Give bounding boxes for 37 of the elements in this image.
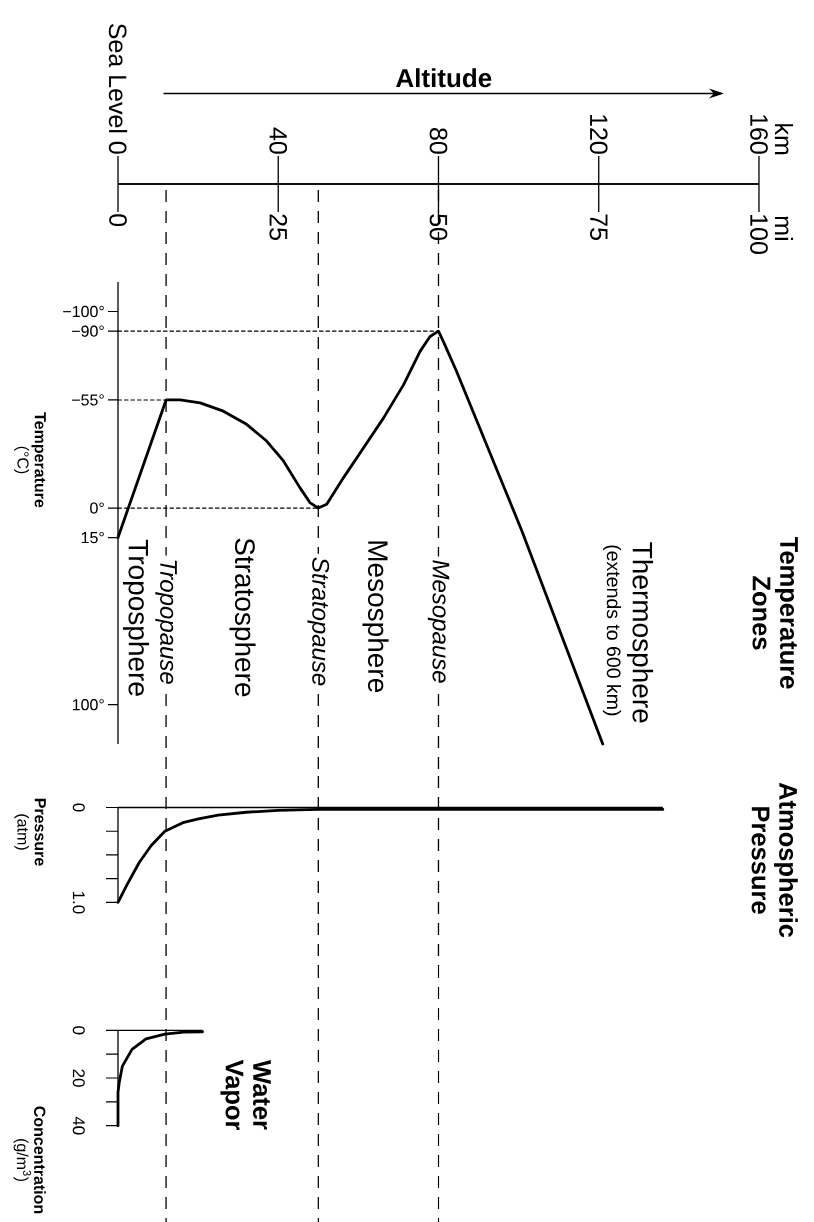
- annotation: Thermosphere: [626, 542, 654, 723]
- x2-tick-label: 75: [590, 214, 608, 240]
- y-tick-label: 40: [72, 1116, 85, 1135]
- y-tick-label: 0: [72, 803, 85, 812]
- x2-tick-label: 25: [269, 214, 288, 240]
- text: km: [774, 124, 794, 155]
- ref-line-label: Stratopause: [307, 557, 330, 686]
- annotation: Stratosphere: [229, 538, 256, 697]
- annotation: Troposphere: [122, 539, 150, 696]
- y-tick-label: 100°: [72, 699, 104, 711]
- text: mi: [774, 216, 794, 240]
- x-tick-label: 80: [429, 128, 448, 154]
- x2-tick-label: 100: [750, 215, 768, 254]
- x-tick-label: 120: [589, 115, 608, 154]
- annotation: Mesosphere: [362, 541, 389, 693]
- x-tick-label: 40: [269, 127, 288, 154]
- text: Temperature Zones: [752, 537, 798, 689]
- x2-tick-label: 0: [109, 214, 127, 227]
- annotation: (extends to 600 km): [602, 545, 622, 716]
- y-tick-label: −55°: [72, 394, 104, 406]
- y-tick-label: 0°: [90, 502, 104, 514]
- ref-line-label: Tropopause: [155, 560, 177, 684]
- x-axis-title: Altitude: [396, 68, 492, 88]
- y-tick-label: 0: [72, 1026, 85, 1035]
- x-tick-label: 160: [750, 115, 768, 154]
- y-tick-label: 15°: [81, 531, 104, 544]
- y-axis-title: Temperature (°C): [14, 412, 46, 508]
- y-tick-label: −90°: [72, 325, 104, 337]
- y-axis-title: Pressure (atm): [14, 798, 46, 866]
- y-tick-label: 1.0: [72, 891, 85, 914]
- y-tick-label: 20: [72, 1069, 85, 1087]
- text: Atmospheric Pressure: [751, 782, 798, 938]
- ref-line-label: Mesopause: [427, 560, 450, 683]
- y-tick-label: −100°: [63, 305, 104, 318]
- x-tick-label: Sea Level 0: [108, 23, 128, 154]
- text: Water Vapor: [220, 1059, 271, 1131]
- x2-tick-label: 50: [429, 214, 448, 241]
